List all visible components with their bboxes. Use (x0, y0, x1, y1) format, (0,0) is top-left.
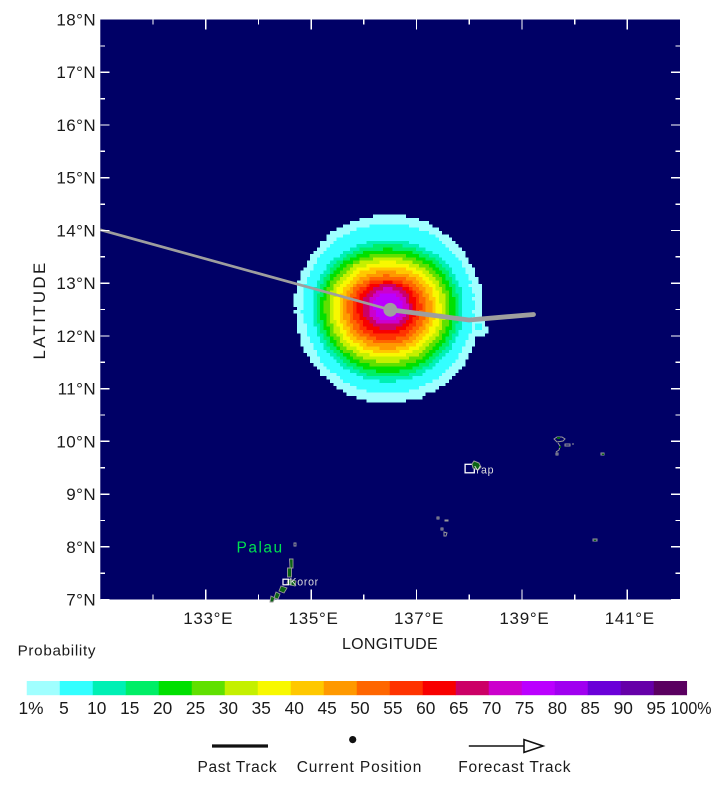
svg-text:80: 80 (548, 698, 567, 718)
svg-text:40: 40 (285, 698, 304, 718)
svg-text:11°N: 11°N (58, 380, 96, 399)
svg-text:35: 35 (252, 698, 271, 718)
svg-text:Probability: Probability (18, 642, 97, 659)
svg-text:8°N: 8°N (66, 538, 96, 557)
svg-text:18°N: 18°N (56, 11, 96, 30)
svg-text:133°E: 133°E (183, 609, 233, 628)
svg-text:15°N: 15°N (56, 169, 96, 188)
svg-text:Yap: Yap (474, 465, 494, 477)
svg-text:65: 65 (449, 698, 468, 718)
svg-text:90: 90 (614, 698, 633, 718)
svg-text:60: 60 (416, 698, 435, 718)
svg-text:Current Position: Current Position (297, 759, 423, 776)
svg-text:20: 20 (153, 698, 172, 718)
svg-text:85: 85 (581, 698, 600, 718)
svg-text:100%: 100% (671, 698, 712, 718)
svg-text:25: 25 (186, 698, 205, 718)
svg-text:15: 15 (120, 698, 139, 718)
svg-text:30: 30 (219, 698, 238, 718)
svg-text:13°N: 13°N (56, 274, 96, 293)
svg-text:16°N: 16°N (56, 116, 96, 135)
svg-text:10°N: 10°N (56, 432, 96, 451)
svg-text:LATITUDE: LATITUDE (30, 260, 49, 359)
svg-text:55: 55 (383, 698, 402, 718)
svg-text:Past Track: Past Track (198, 759, 278, 776)
svg-text:137°E: 137°E (394, 609, 444, 628)
svg-text:12°N: 12°N (56, 327, 96, 346)
svg-text:135°E: 135°E (289, 609, 339, 628)
svg-text:141°E: 141°E (605, 609, 655, 628)
svg-text:95: 95 (646, 698, 665, 718)
svg-text:Palau: Palau (237, 540, 284, 557)
svg-text:17°N: 17°N (56, 63, 96, 82)
svg-text:Koror: Koror (290, 577, 319, 589)
svg-text:7°N: 7°N (66, 591, 96, 610)
svg-text:LONGITUDE: LONGITUDE (342, 636, 438, 653)
svg-text:50: 50 (350, 698, 369, 718)
svg-text:5: 5 (59, 698, 69, 718)
svg-text:9°N: 9°N (66, 485, 96, 504)
svg-text:14°N: 14°N (56, 221, 96, 240)
svg-text:70: 70 (482, 698, 501, 718)
svg-text:1%: 1% (19, 698, 44, 718)
svg-text:75: 75 (515, 698, 534, 718)
svg-text:45: 45 (317, 698, 336, 718)
svg-text:139°E: 139°E (499, 609, 549, 628)
svg-text:10: 10 (87, 698, 106, 718)
svg-text:Forecast Track: Forecast Track (458, 759, 571, 776)
